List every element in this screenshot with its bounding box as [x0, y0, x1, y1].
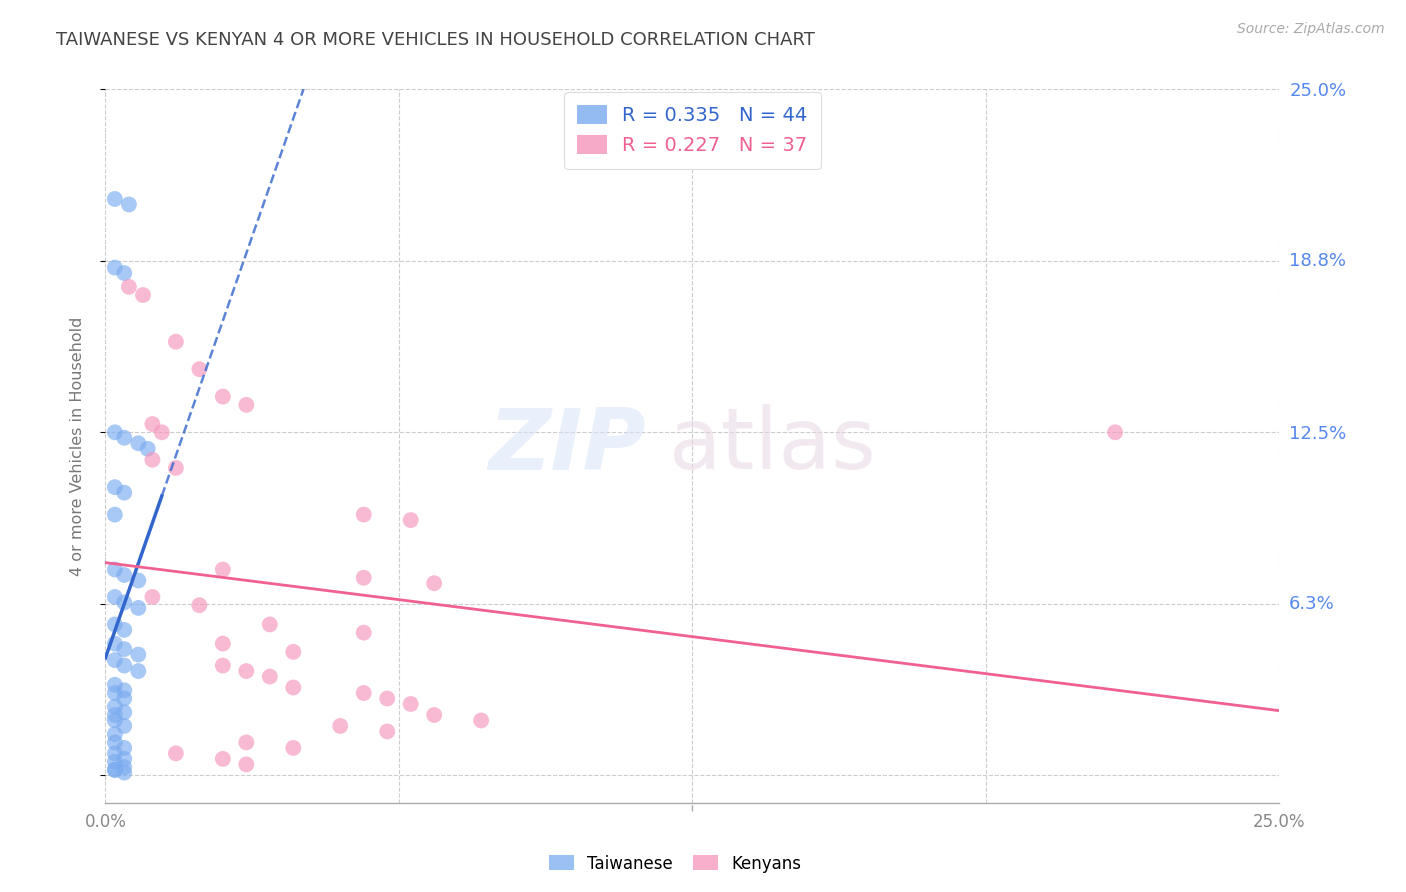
Point: [127, 664, 149, 678]
Point: [112, 760, 135, 774]
Point: [112, 740, 135, 755]
Point: [211, 390, 233, 404]
Point: [283, 645, 305, 659]
Point: [141, 417, 163, 431]
Point: [375, 724, 398, 739]
Point: [235, 664, 257, 678]
Legend: Taiwanese, Kenyans: Taiwanese, Kenyans: [541, 848, 808, 880]
Point: [112, 658, 135, 673]
Point: [112, 691, 135, 706]
Point: [211, 752, 233, 766]
Text: atlas: atlas: [669, 404, 877, 488]
Point: [104, 425, 127, 440]
Text: Source: ZipAtlas.com: Source: ZipAtlas.com: [1237, 22, 1385, 37]
Point: [188, 362, 211, 376]
Point: [112, 623, 135, 637]
Point: [104, 653, 127, 667]
Text: TAIWANESE VS KENYAN 4 OR MORE VEHICLES IN HOUSEHOLD CORRELATION CHART: TAIWANESE VS KENYAN 4 OR MORE VEHICLES I…: [56, 31, 815, 49]
Point: [104, 735, 127, 749]
Point: [141, 590, 163, 604]
Point: [104, 714, 127, 728]
Point: [259, 617, 281, 632]
Point: [104, 192, 127, 206]
Point: [104, 755, 127, 769]
Point: [165, 334, 187, 349]
Point: [141, 452, 163, 467]
Point: [104, 480, 127, 494]
Point: [235, 735, 257, 749]
Point: [423, 576, 446, 591]
Legend: R = 0.335   N = 44, R = 0.227   N = 37: R = 0.335 N = 44, R = 0.227 N = 37: [564, 92, 821, 169]
Point: [112, 431, 135, 445]
Point: [329, 719, 352, 733]
Point: [470, 714, 492, 728]
Point: [112, 719, 135, 733]
Point: [112, 568, 135, 582]
Point: [112, 765, 135, 780]
Point: [104, 562, 127, 576]
Point: [399, 697, 422, 711]
Point: [112, 595, 135, 609]
Point: [104, 763, 127, 777]
Point: [104, 260, 127, 275]
Point: [283, 681, 305, 695]
Point: [112, 485, 135, 500]
Point: [112, 752, 135, 766]
Point: [118, 197, 141, 211]
Point: [132, 288, 155, 302]
Point: [150, 425, 173, 440]
Point: [165, 747, 187, 761]
Point: [423, 708, 446, 723]
Point: [353, 571, 375, 585]
Point: [211, 658, 233, 673]
Point: [118, 280, 141, 294]
Point: [104, 699, 127, 714]
Point: [165, 461, 187, 475]
Point: [211, 562, 233, 576]
Y-axis label: 4 or more Vehicles in Household: 4 or more Vehicles in Household: [70, 317, 84, 575]
Point: [104, 727, 127, 741]
Point: [104, 686, 127, 700]
Point: [104, 637, 127, 651]
Point: [375, 691, 398, 706]
Point: [112, 266, 135, 280]
Text: ZIP: ZIP: [488, 404, 645, 488]
Point: [104, 590, 127, 604]
Point: [235, 757, 257, 772]
Point: [104, 763, 127, 777]
Point: [353, 508, 375, 522]
Point: [127, 648, 149, 662]
Point: [112, 683, 135, 698]
Point: [127, 574, 149, 588]
Point: [211, 637, 233, 651]
Point: [104, 617, 127, 632]
Point: [259, 669, 281, 683]
Point: [353, 686, 375, 700]
Point: [104, 708, 127, 723]
Point: [104, 747, 127, 761]
Point: [136, 442, 159, 456]
Point: [104, 508, 127, 522]
Point: [1104, 425, 1126, 440]
Point: [112, 642, 135, 657]
Point: [353, 625, 375, 640]
Point: [399, 513, 422, 527]
Point: [127, 436, 149, 450]
Point: [127, 601, 149, 615]
Point: [283, 740, 305, 755]
Point: [188, 598, 211, 612]
Point: [112, 705, 135, 719]
Point: [235, 398, 257, 412]
Point: [104, 678, 127, 692]
